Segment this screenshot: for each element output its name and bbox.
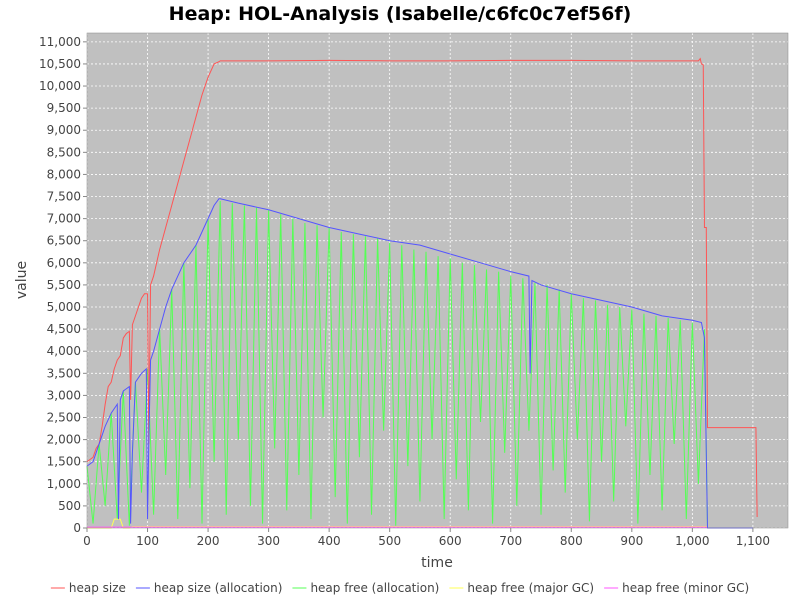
x-tick-label: 0: [83, 534, 91, 548]
y-tick-label: 10,000: [39, 79, 81, 93]
y-tick-label: 2,500: [47, 411, 81, 425]
y-tick-label: 7,000: [47, 212, 81, 226]
y-tick-label: 1,000: [47, 477, 81, 491]
chart-title: Heap: HOL-Analysis (Isabelle/c6fc0c7ef56…: [169, 3, 632, 25]
y-tick-label: 3,500: [47, 366, 81, 380]
x-tick-label: 1,000: [675, 534, 709, 548]
y-tick-label: 0: [73, 521, 81, 535]
x-tick-label: 400: [318, 534, 341, 548]
x-axis-label: time: [421, 555, 453, 571]
x-tick-label: 1,100: [736, 534, 770, 548]
legend-label: heap free (allocation): [310, 581, 439, 595]
y-tick-label: 500: [58, 499, 81, 513]
legend-label: heap size (allocation): [154, 581, 283, 595]
y-tick-label: 9,500: [47, 101, 81, 115]
plot-border: [86, 32, 789, 529]
x-tick-label: 800: [560, 534, 583, 548]
y-tick-label: 3,000: [47, 388, 81, 402]
series-line: [86, 200, 708, 529]
y-tick-label: 4,000: [47, 344, 81, 358]
y-tick-label: 7,500: [47, 190, 81, 204]
y-tick-label: 5,500: [47, 278, 81, 292]
legend-label: heap free (minor GC): [622, 581, 749, 595]
y-tick-label: 5,000: [47, 300, 81, 314]
x-tick-label: 600: [439, 534, 462, 548]
x-tick-label: 200: [197, 534, 220, 548]
legend-label: heap free (major GC): [467, 581, 594, 595]
series-line: [86, 198, 753, 529]
y-tick-label: 10,500: [39, 57, 81, 71]
y-tick-label: 11,000: [39, 35, 81, 49]
x-tick-label: 900: [620, 534, 643, 548]
y-tick-label: 6,000: [47, 256, 81, 270]
series-line: [86, 57, 758, 517]
x-tick-label: 100: [136, 534, 159, 548]
y-axis-label: value: [14, 261, 30, 299]
legend-label: heap size: [69, 581, 126, 595]
y-tick-label: 8,000: [47, 167, 81, 181]
x-tick-label: 500: [378, 534, 401, 548]
y-tick-label: 4,500: [47, 322, 81, 336]
y-tick-label: 6,500: [47, 234, 81, 248]
x-tick-label: 700: [499, 534, 522, 548]
y-tick-label: 1,500: [47, 455, 81, 469]
y-tick-label: 2,000: [47, 433, 81, 447]
y-tick-label: 8,500: [47, 145, 81, 159]
legend: heap size heap size (allocation) heap free…: [50, 581, 749, 595]
x-tick-label: 300: [257, 534, 280, 548]
y-tick-label: 9,000: [47, 123, 81, 137]
